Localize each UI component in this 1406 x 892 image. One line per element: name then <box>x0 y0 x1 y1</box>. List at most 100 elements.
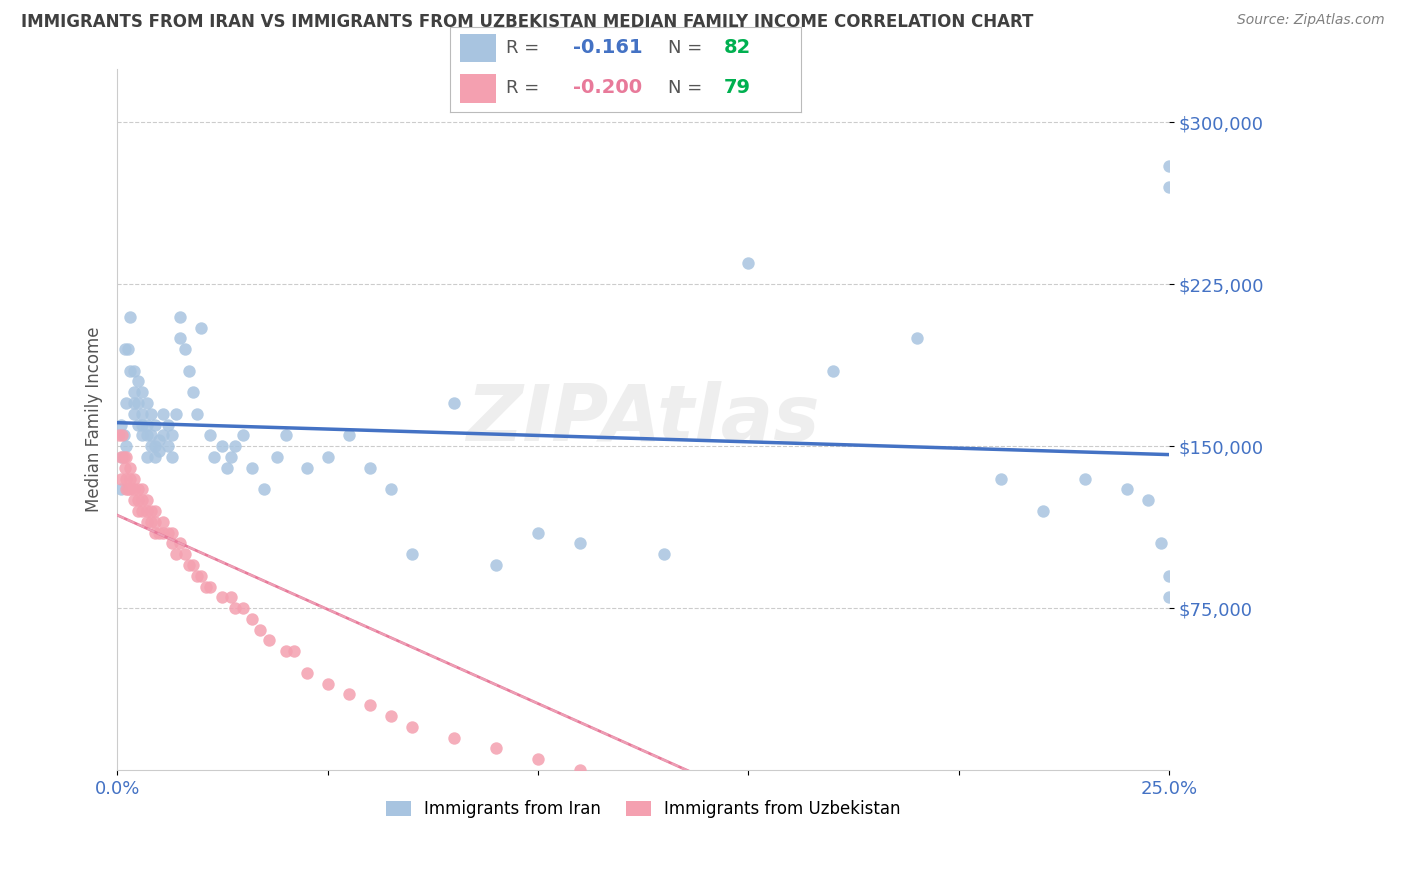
Point <box>169 331 191 345</box>
Point <box>1159 159 1181 173</box>
Point <box>652 547 675 561</box>
Point <box>1159 591 1181 605</box>
Text: -0.200: -0.200 <box>574 78 643 97</box>
Point <box>198 580 221 594</box>
Point <box>190 320 212 334</box>
Point <box>127 396 149 410</box>
Point <box>114 472 136 486</box>
Point <box>118 460 141 475</box>
Point <box>1032 881 1054 892</box>
Point <box>131 504 153 518</box>
Point <box>114 439 136 453</box>
Point <box>211 591 233 605</box>
Text: N =: N = <box>668 39 707 57</box>
Point <box>165 407 187 421</box>
Point <box>257 633 280 648</box>
Point <box>266 450 288 464</box>
Point <box>114 342 136 356</box>
Point <box>122 483 145 497</box>
Point <box>169 310 191 324</box>
Point <box>485 558 508 572</box>
Point <box>173 547 195 561</box>
Text: 79: 79 <box>724 78 751 97</box>
Point <box>359 698 381 713</box>
Point <box>131 407 153 421</box>
Point <box>114 460 136 475</box>
Point <box>905 331 928 345</box>
Point <box>118 472 141 486</box>
Point <box>380 483 402 497</box>
Point <box>114 450 136 464</box>
Point <box>110 483 132 497</box>
Point <box>232 428 254 442</box>
Point <box>135 515 157 529</box>
Text: N =: N = <box>668 78 707 96</box>
Point <box>215 460 238 475</box>
Point <box>122 407 145 421</box>
Point <box>111 428 134 442</box>
Point <box>990 472 1012 486</box>
Point <box>131 417 153 432</box>
Text: 82: 82 <box>724 38 751 57</box>
Point <box>295 665 318 680</box>
Point <box>152 428 174 442</box>
Text: R =: R = <box>506 39 546 57</box>
Point <box>139 515 162 529</box>
Point <box>165 547 187 561</box>
Point <box>110 450 132 464</box>
Point <box>115 396 138 410</box>
Point <box>283 644 305 658</box>
Point <box>948 860 970 874</box>
Point <box>152 525 174 540</box>
Point <box>160 536 183 550</box>
Point <box>211 439 233 453</box>
Point <box>1116 483 1139 497</box>
Point <box>219 591 242 605</box>
Text: Source: ZipAtlas.com: Source: ZipAtlas.com <box>1237 13 1385 28</box>
Bar <box>461 34 496 62</box>
Point <box>117 483 139 497</box>
Point <box>135 504 157 518</box>
Text: R =: R = <box>506 78 546 96</box>
Point <box>122 364 145 378</box>
Point <box>194 580 217 594</box>
Point <box>186 407 208 421</box>
Point <box>821 364 844 378</box>
Point <box>569 536 592 550</box>
Point <box>110 472 132 486</box>
Point <box>131 385 153 400</box>
Point <box>240 460 263 475</box>
Text: IMMIGRANTS FROM IRAN VS IMMIGRANTS FROM UZBEKISTAN MEDIAN FAMILY INCOME CORRELAT: IMMIGRANTS FROM IRAN VS IMMIGRANTS FROM … <box>21 13 1033 31</box>
Point <box>152 407 174 421</box>
Point <box>131 493 153 508</box>
Point <box>139 407 162 421</box>
Point <box>652 784 675 798</box>
Point <box>143 417 166 432</box>
Point <box>401 720 423 734</box>
Point <box>1074 472 1097 486</box>
Point <box>127 483 149 497</box>
Point <box>122 472 145 486</box>
Point <box>127 493 149 508</box>
Legend: Immigrants from Iran, Immigrants from Uzbekistan: Immigrants from Iran, Immigrants from Uz… <box>380 794 907 825</box>
Point <box>443 731 465 745</box>
Point <box>173 342 195 356</box>
Point <box>156 417 179 432</box>
Point <box>131 483 153 497</box>
Point <box>198 428 221 442</box>
Point <box>316 450 339 464</box>
Point <box>443 396 465 410</box>
Point <box>779 817 801 831</box>
Point <box>114 483 136 497</box>
Text: ZIPAtlas: ZIPAtlas <box>467 381 820 458</box>
Point <box>139 504 162 518</box>
Point <box>274 644 297 658</box>
Point <box>122 493 145 508</box>
Bar <box>461 74 496 103</box>
Point <box>1137 493 1160 508</box>
Point <box>135 428 157 442</box>
Point <box>821 828 844 842</box>
Point <box>148 525 170 540</box>
Point <box>274 428 297 442</box>
Point <box>160 428 183 442</box>
